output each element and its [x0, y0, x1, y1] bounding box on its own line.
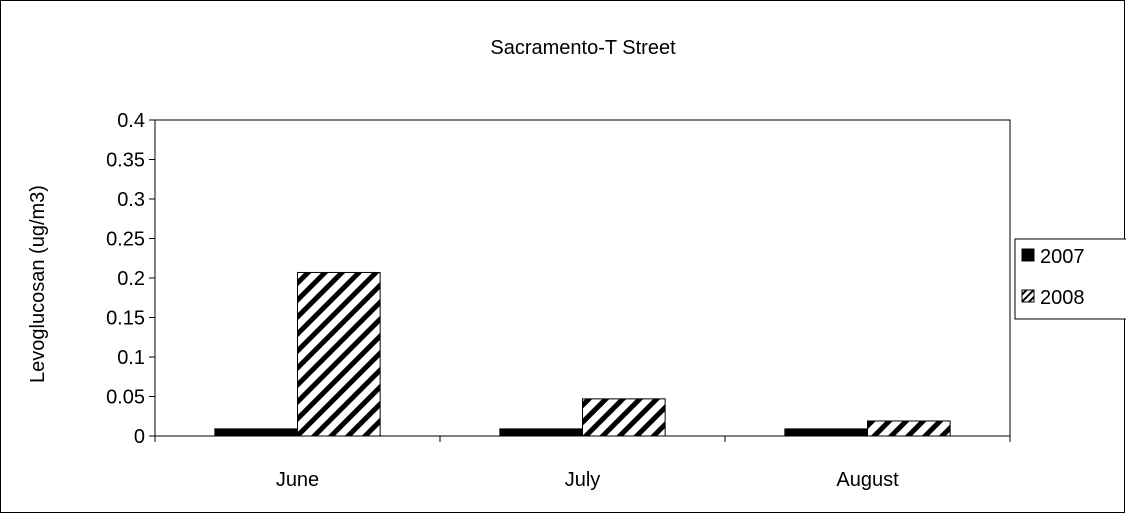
bar-2008-july — [582, 398, 666, 437]
y-tick-label: 0.3 — [117, 189, 145, 211]
y-tick-label: 0.4 — [117, 110, 145, 132]
legend-label-2008: 2008 — [1040, 287, 1085, 309]
legend-label-2007: 2007 — [1040, 246, 1085, 268]
y-axis: 0 0.05 0.1 0.15 0.2 0.25 0.3 0.35 0.4 — [106, 110, 155, 448]
y-tick-label: 0.35 — [106, 150, 145, 172]
y-tick-label: 0.25 — [106, 229, 145, 251]
bar-2007-august — [784, 428, 868, 437]
chart-title: Sacramento-T Street — [490, 37, 676, 59]
x-tick-label: July — [565, 469, 601, 491]
legend: 2007 2008 — [1014, 238, 1126, 320]
y-tick-label: 0.1 — [117, 347, 145, 369]
bar-2008-august — [867, 420, 951, 437]
bar-2007-june — [214, 428, 299, 437]
bars — [214, 271, 951, 437]
y-tick-label: 0 — [134, 426, 145, 448]
y-axis-title: Levoglucosan (ug/m3) — [27, 185, 49, 383]
y-tick-label: 0.15 — [106, 308, 145, 330]
x-axis: June July August — [154, 436, 1011, 491]
plot-area — [154, 119, 1011, 437]
x-tick-label: August — [836, 469, 899, 491]
y-tick-label: 0.05 — [106, 387, 145, 409]
bar-2007-july — [499, 428, 584, 437]
bar-2008-june — [297, 271, 381, 437]
legend-swatch-2007 — [1021, 248, 1035, 262]
legend-swatch-2008 — [1021, 289, 1035, 303]
y-tick-label: 0.2 — [117, 268, 145, 290]
x-tick-label: June — [276, 469, 319, 491]
